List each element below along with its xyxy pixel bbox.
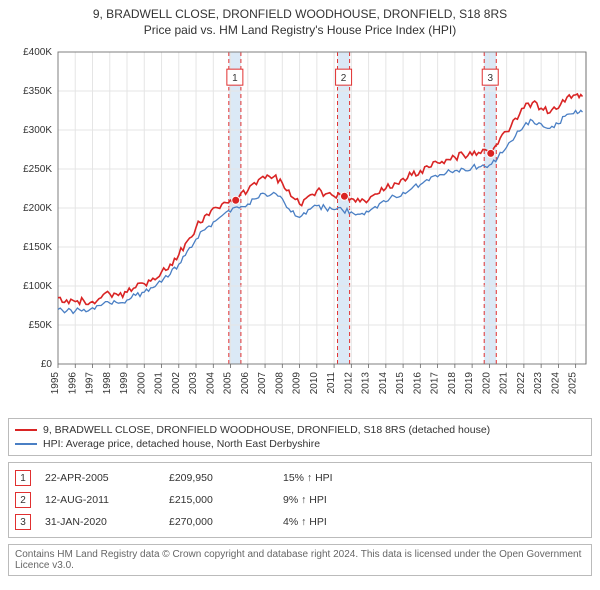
sale-index-box: 2	[15, 492, 31, 508]
svg-text:2002: 2002	[171, 372, 182, 395]
sale-hpi-diff: 4% ↑ HPI	[283, 516, 403, 528]
sale-marker-2	[340, 193, 348, 201]
svg-text:2014: 2014	[378, 372, 389, 395]
svg-text:1999: 1999	[119, 372, 130, 395]
footer-text: Contains HM Land Registry data © Crown c…	[15, 549, 581, 571]
sale-date: 22-APR-2005	[45, 472, 155, 484]
svg-text:2003: 2003	[188, 372, 199, 395]
svg-text:1995: 1995	[50, 372, 61, 395]
chart-container: 9, BRADWELL CLOSE, DRONFIELD WOODHOUSE, …	[0, 0, 600, 576]
svg-text:£400K: £400K	[23, 47, 52, 58]
svg-text:2009: 2009	[292, 372, 303, 395]
sale-price: £215,000	[169, 494, 269, 506]
svg-text:2007: 2007	[257, 372, 268, 395]
svg-text:2015: 2015	[395, 372, 406, 395]
svg-text:2016: 2016	[412, 372, 423, 395]
sale-row: 3 31-JAN-2020 £270,000 4% ↑ HPI	[15, 511, 585, 533]
svg-text:2000: 2000	[136, 372, 147, 395]
legend-row: 9, BRADWELL CLOSE, DRONFIELD WOODHOUSE, …	[15, 423, 585, 437]
svg-text:2005: 2005	[223, 372, 234, 395]
svg-text:£250K: £250K	[23, 164, 52, 175]
sale-marker-1	[232, 197, 240, 205]
sale-hpi-diff: 15% ↑ HPI	[283, 472, 403, 484]
svg-text:2025: 2025	[568, 372, 579, 395]
chart-title: 9, BRADWELL CLOSE, DRONFIELD WOODHOUSE, …	[8, 6, 592, 38]
svg-text:2010: 2010	[309, 372, 320, 395]
svg-text:£0: £0	[41, 359, 53, 370]
svg-text:2001: 2001	[154, 372, 165, 395]
svg-text:2023: 2023	[533, 372, 544, 395]
sale-index-box: 1	[15, 470, 31, 486]
sales-table: 1 22-APR-2005 £209,950 15% ↑ HPI 2 12-AUG-201…	[8, 462, 592, 538]
svg-text:2011: 2011	[326, 372, 337, 394]
title-line-2: Price paid vs. HM Land Registry's House …	[8, 22, 592, 38]
sale-price: £270,000	[169, 516, 269, 528]
svg-text:2004: 2004	[205, 372, 216, 395]
svg-text:2017: 2017	[430, 372, 441, 395]
legend-swatch	[15, 429, 37, 431]
sale-row: 1 22-APR-2005 £209,950 15% ↑ HPI	[15, 467, 585, 489]
legend-row: HPI: Average price, detached house, Nort…	[15, 437, 585, 451]
sale-date: 12-AUG-2011	[45, 494, 155, 506]
line-chart-svg: £0 £50K £100K £150K £200K £250K £300K £350K £400…	[8, 42, 592, 412]
svg-text:2021: 2021	[499, 372, 510, 395]
svg-text:£100K: £100K	[23, 281, 52, 292]
sale-index-box: 3	[15, 514, 31, 530]
svg-text:2024: 2024	[550, 372, 561, 395]
svg-text:2013: 2013	[361, 372, 372, 395]
sale-marker-3	[487, 150, 495, 158]
legend-label: 9, BRADWELL CLOSE, DRONFIELD WOODHOUSE, …	[43, 424, 490, 436]
attribution-footer: Contains HM Land Registry data © Crown c…	[8, 544, 592, 576]
svg-text:2012: 2012	[343, 372, 354, 395]
legend-swatch	[15, 443, 37, 445]
svg-text:2019: 2019	[464, 372, 475, 395]
chart-plot-area: £0 £50K £100K £150K £200K £250K £300K £350K £400…	[8, 42, 592, 412]
svg-text:3: 3	[487, 74, 493, 85]
svg-text:2020: 2020	[481, 372, 492, 395]
title-line-1: 9, BRADWELL CLOSE, DRONFIELD WOODHOUSE, …	[8, 6, 592, 22]
svg-text:2018: 2018	[447, 372, 458, 395]
sale-hpi-diff: 9% ↑ HPI	[283, 494, 403, 506]
svg-text:1998: 1998	[102, 372, 113, 395]
svg-text:£50K: £50K	[29, 320, 53, 331]
svg-text:1996: 1996	[67, 372, 78, 395]
svg-text:1997: 1997	[85, 372, 96, 395]
legend-label: HPI: Average price, detached house, Nort…	[43, 438, 320, 450]
svg-text:2008: 2008	[274, 372, 285, 395]
svg-text:£150K: £150K	[23, 242, 52, 253]
svg-text:2: 2	[341, 74, 347, 85]
svg-text:£350K: £350K	[23, 86, 52, 97]
sale-date: 31-JAN-2020	[45, 516, 155, 528]
legend-box: 9, BRADWELL CLOSE, DRONFIELD WOODHOUSE, …	[8, 418, 592, 456]
svg-text:£200K: £200K	[23, 203, 52, 214]
svg-text:£300K: £300K	[23, 125, 52, 136]
sale-row: 2 12-AUG-2011 £215,000 9% ↑ HPI	[15, 489, 585, 511]
sale-price: £209,950	[169, 472, 269, 484]
svg-text:2022: 2022	[516, 372, 527, 395]
svg-text:1: 1	[232, 74, 238, 85]
svg-text:2006: 2006	[240, 372, 251, 395]
